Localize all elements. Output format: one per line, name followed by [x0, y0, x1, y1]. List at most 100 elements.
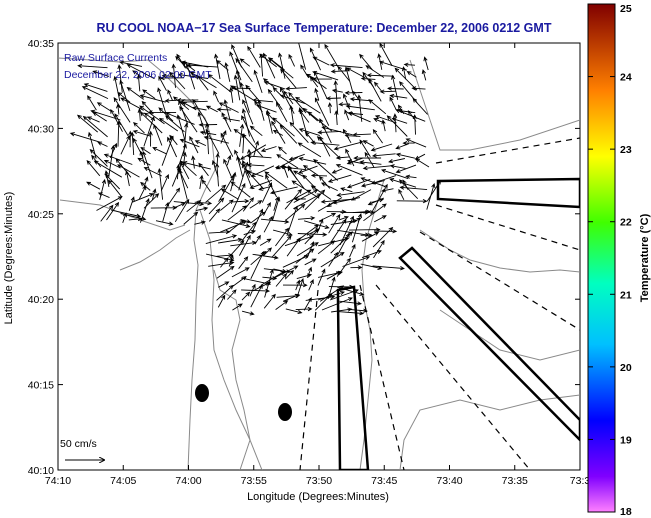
current-vector [298, 107, 308, 137]
current-vector [113, 97, 131, 123]
current-vector [293, 196, 306, 202]
current-vector [304, 228, 319, 245]
current-vector [89, 148, 108, 167]
current-vector [260, 270, 286, 286]
current-vector [218, 102, 239, 113]
current-vector [347, 159, 365, 165]
current-vector [81, 86, 109, 100]
current-vector [314, 97, 330, 126]
x-tick-label: 73:3 [570, 475, 591, 487]
current-vector [389, 164, 406, 169]
current-vector [224, 62, 231, 82]
current-vector [310, 185, 332, 200]
current-vector [338, 215, 349, 221]
current-vector [139, 94, 166, 103]
y-axis: 40:35 40:30 40:25 40:20 40:15 40:10 [28, 38, 580, 477]
current-vector [366, 73, 395, 78]
current-vector [116, 120, 121, 147]
current-vector [398, 188, 405, 201]
current-vector [165, 112, 195, 125]
current-vector [220, 199, 234, 211]
current-vector [395, 164, 417, 174]
current-vector [221, 112, 232, 132]
current-vector [257, 99, 265, 121]
current-vector [128, 196, 135, 211]
current-vector [335, 163, 363, 176]
current-vector [359, 139, 371, 157]
current-vector [195, 206, 209, 212]
current-vector [254, 234, 261, 245]
current-vector [214, 53, 221, 80]
current-vector [191, 155, 196, 169]
current-vector [87, 95, 97, 111]
current-vector [361, 231, 380, 242]
x-tick-label: 73:50 [306, 475, 332, 487]
current-vector [174, 198, 190, 223]
current-vector [239, 58, 251, 67]
current-vector [167, 136, 178, 158]
current-vector [412, 97, 428, 115]
current-vector [117, 91, 131, 103]
current-vector [313, 158, 338, 181]
current-vector [349, 243, 356, 258]
current-vector [284, 235, 315, 247]
current-vector [286, 189, 312, 204]
current-vector [208, 197, 225, 215]
current-vector [288, 153, 305, 161]
current-vector [405, 138, 427, 148]
colorbar-tick-label: 18 [620, 506, 632, 518]
map-layer [58, 43, 580, 470]
current-vector [143, 167, 162, 177]
current-vector [235, 69, 242, 88]
current-vector [217, 294, 226, 308]
current-vector [317, 268, 326, 286]
bay-contour [119, 229, 191, 271]
current-vector [132, 193, 155, 203]
current-vector [230, 181, 251, 198]
current-vector [264, 202, 271, 213]
current-vector [394, 67, 418, 91]
current-vector [296, 43, 307, 70]
current-vector [104, 173, 121, 190]
current-vector [352, 132, 371, 137]
current-vector [386, 115, 408, 137]
current-vector [271, 235, 292, 258]
current-vector [143, 176, 149, 189]
chart-title: RU COOL NOAA−17 Sea Surface Temperature:… [97, 21, 552, 35]
current-vector [191, 106, 207, 111]
buoy-marker [278, 403, 292, 421]
current-vector [398, 179, 419, 200]
current-vector [349, 97, 372, 102]
scale-label: 50 cm/s [60, 438, 97, 450]
buoy-marker [195, 384, 209, 402]
current-vector [216, 284, 234, 301]
current-vector [205, 184, 227, 203]
current-vector [223, 99, 231, 123]
current-vector [336, 257, 351, 277]
current-vector [139, 198, 150, 223]
current-vector [298, 165, 318, 174]
current-vector [204, 122, 210, 155]
current-vector [381, 168, 409, 180]
current-vector [264, 268, 274, 298]
current-vector [261, 182, 273, 203]
current-vector [161, 135, 174, 166]
current-vector [148, 130, 153, 147]
current-vector [297, 232, 328, 237]
current-vector [327, 276, 336, 300]
shipping-lanes [299, 137, 580, 470]
current-vector [308, 279, 314, 291]
current-vector [83, 83, 108, 92]
current-vector [328, 213, 341, 234]
current-vector [97, 192, 110, 199]
current-vector [110, 108, 123, 132]
current-vector [406, 71, 417, 78]
current-vector [233, 74, 241, 101]
current-vector [198, 162, 209, 177]
current-vector [331, 88, 343, 93]
current-vector [286, 237, 301, 257]
current-vector [231, 267, 250, 278]
current-vector [260, 218, 290, 224]
current-vector [205, 234, 238, 245]
